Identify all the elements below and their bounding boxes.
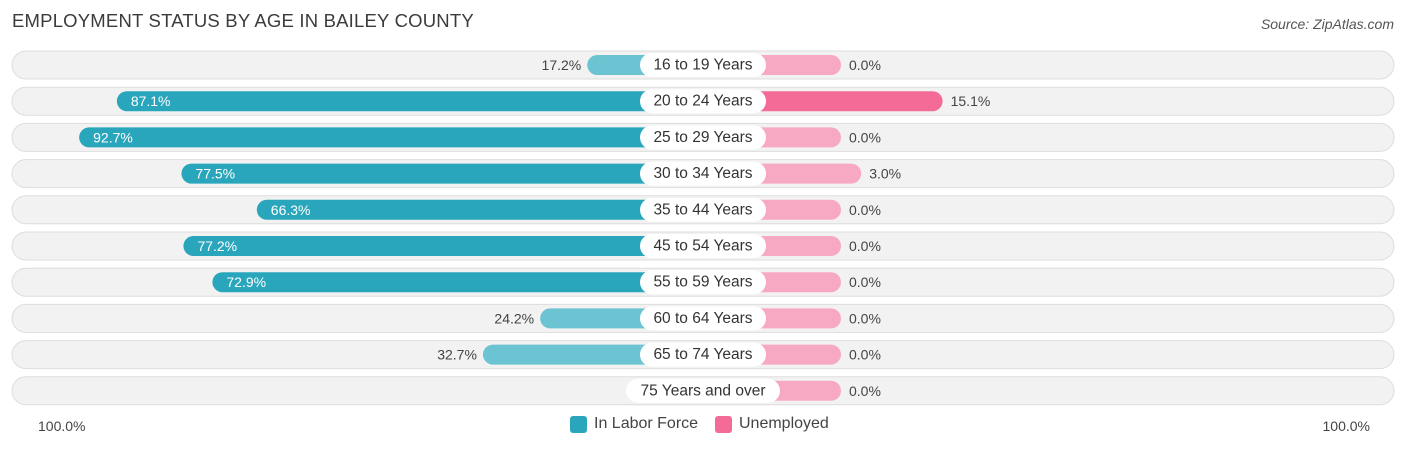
category-pill (640, 125, 766, 150)
value-label-unemployed: 0.0% (849, 129, 881, 145)
source-credit: Source: ZipAtlas.com (1260, 16, 1394, 32)
value-label-labor-force: 92.7% (93, 129, 133, 145)
legend-item-unemployed: Unemployed (715, 415, 829, 433)
category-pill (640, 342, 766, 367)
value-label-unemployed: 15.1% (951, 93, 991, 109)
category-pill (640, 53, 766, 77)
value-label-labor-force: 32.7% (437, 347, 477, 363)
value-label-labor-force: 24.2% (494, 310, 534, 326)
value-label-labor-force: 72.9% (226, 274, 266, 290)
value-label-unemployed: 0.0% (849, 310, 881, 326)
legend-swatch-labor (570, 415, 587, 433)
category-label: 20 to 24 Years (653, 93, 752, 110)
axis-left-label: 100.0% (38, 418, 86, 434)
chart-title: EMPLOYMENT STATUS BY AGE IN BAILEY COUNT… (12, 10, 474, 31)
value-label-labor-force: 77.5% (195, 166, 235, 182)
legend-label-unemployed: Unemployed (739, 415, 829, 432)
category-pill (640, 270, 766, 295)
value-label-unemployed: 0.0% (849, 57, 881, 73)
value-label-labor-force: 87.1% (131, 93, 171, 109)
value-label-unemployed: 0.0% (849, 202, 881, 218)
value-label-unemployed: 0.0% (849, 383, 881, 399)
value-label-labor-force: 17.2% (542, 57, 582, 73)
category-pill (626, 378, 780, 403)
bar-labor-force (116, 91, 703, 112)
value-label-unemployed: 0.0% (849, 238, 881, 254)
value-label-unemployed: 3.0% (869, 166, 901, 182)
bar-labor-force (212, 272, 703, 293)
bar-labor-force (79, 127, 703, 148)
bar-labor-force (183, 236, 704, 256)
axis-right-label: 100.0% (1322, 418, 1370, 434)
category-label: 60 to 64 Years (653, 310, 752, 327)
category-pill (640, 89, 766, 114)
bar-labor-force (256, 199, 703, 220)
category-label: 16 to 19 Years (653, 57, 752, 74)
legend-label-labor: In Labor Force (594, 415, 699, 432)
category-label: 45 to 54 Years (653, 238, 752, 255)
category-pill (640, 234, 766, 258)
legend: In Labor Force Unemployed (0, 415, 1406, 437)
category-pill (640, 306, 766, 331)
legend-swatch-unemployed (715, 415, 732, 433)
value-label-unemployed: 0.0% (849, 347, 881, 363)
value-label-unemployed: 0.0% (849, 274, 881, 290)
category-pill (640, 197, 766, 222)
category-label: 55 to 59 Years (653, 274, 752, 291)
category-pill (640, 161, 766, 186)
category-label: 75 Years and over (641, 382, 766, 399)
value-label-labor-force: 66.3% (271, 202, 311, 218)
legend-item-labor: In Labor Force (570, 415, 698, 433)
category-label: 25 to 29 Years (653, 129, 752, 146)
value-label-labor-force: 77.2% (197, 238, 237, 254)
category-label: 35 to 44 Years (653, 201, 752, 218)
chart-canvas: 17.2% 0.0% 16 to 19 Years 87.1% 15.1% 20 to 2… (11, 50, 1395, 406)
bar-labor-force (181, 163, 704, 184)
category-label: 30 to 34 Years (653, 165, 752, 182)
category-label: 65 to 74 Years (653, 346, 752, 363)
